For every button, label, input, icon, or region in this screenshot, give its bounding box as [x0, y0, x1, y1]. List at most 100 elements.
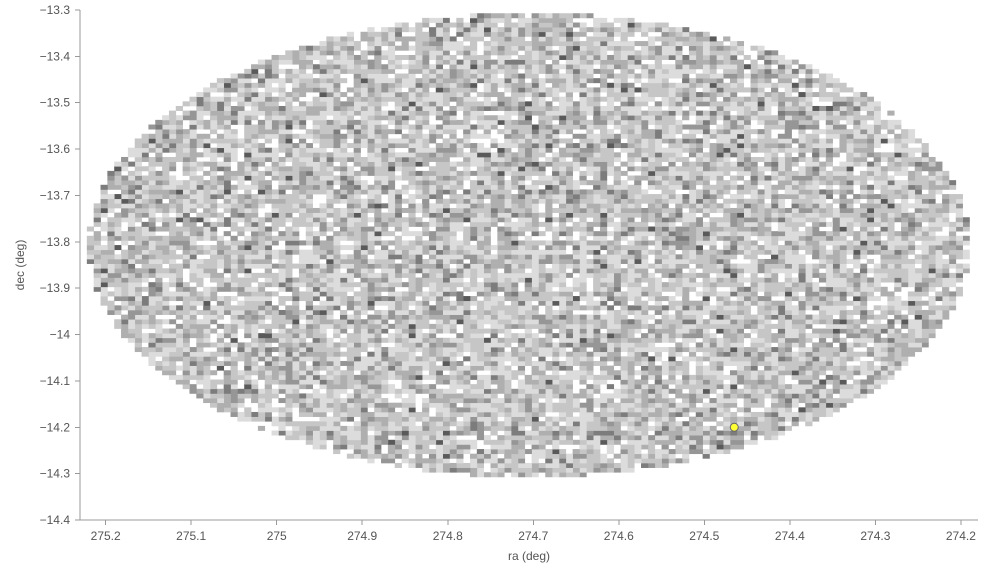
density-cell: [490, 374, 498, 380]
density-cell: [832, 402, 840, 408]
density-cell: [319, 277, 327, 283]
density-cell: [716, 379, 724, 385]
density-cell: [668, 439, 676, 445]
density-cell: [148, 314, 156, 320]
density-cell: [688, 277, 697, 283]
density-cell: [784, 328, 792, 334]
density-cell: [517, 458, 526, 464]
density-cell: [798, 305, 806, 311]
density-cell: [777, 314, 786, 320]
density-cell: [675, 393, 683, 399]
density-cell: [818, 263, 827, 269]
density-cell: [394, 360, 402, 366]
density-cell: [859, 388, 868, 394]
density-cell: [442, 226, 450, 232]
density-cell: [579, 296, 587, 302]
density-cell: [586, 328, 594, 334]
density-cell: [620, 235, 628, 241]
density-cell: [599, 365, 608, 371]
density-cell: [524, 435, 532, 441]
density-cell: [401, 439, 409, 445]
density-cell: [757, 430, 765, 436]
density-cell: [463, 286, 471, 292]
density-cell: [422, 365, 430, 371]
density-cell: [476, 425, 485, 431]
density-cell: [791, 309, 799, 315]
density-cell: [490, 462, 498, 468]
density-cell: [476, 398, 485, 404]
density-cell: [606, 384, 615, 390]
density-cells: [86, 13, 970, 478]
density-cell: [839, 282, 847, 288]
density-cell: [408, 272, 416, 278]
density-cell: [305, 435, 313, 441]
density-cell: [428, 360, 437, 366]
density-cell: [682, 282, 690, 288]
density-cell: [825, 314, 833, 320]
density-cell: [141, 272, 149, 278]
density-cell: [873, 384, 881, 390]
density-cell: [757, 319, 765, 325]
density-cell: [606, 272, 615, 278]
density-cell: [456, 351, 464, 357]
density-cell: [483, 328, 491, 334]
density-cell: [189, 328, 197, 334]
density-cell: [579, 370, 587, 376]
density-cell: [504, 425, 512, 431]
density-cell: [634, 231, 642, 237]
density-cell: [333, 282, 341, 288]
density-cell: [346, 439, 355, 445]
density-cell: [230, 221, 238, 227]
density-cell: [784, 333, 792, 339]
density-cell: [367, 365, 375, 371]
density-cell: [716, 221, 724, 227]
density-cell: [326, 342, 334, 348]
density-cell: [469, 439, 478, 445]
density-cell: [641, 388, 649, 394]
density-cell: [791, 342, 799, 348]
density-cell: [285, 258, 293, 264]
density-cell: [545, 393, 553, 399]
density-cell: [606, 439, 615, 445]
density-cell: [641, 323, 649, 329]
density-cell: [921, 217, 929, 223]
density-cell: [791, 365, 799, 371]
density-cell: [203, 351, 211, 357]
density-cell: [415, 245, 423, 251]
density-cell: [832, 291, 840, 297]
density-cell: [449, 421, 457, 427]
density-cell: [873, 277, 881, 283]
density-cell: [264, 309, 272, 315]
density-cell: [257, 226, 266, 232]
density-cell: [661, 425, 669, 431]
density-cell: [558, 291, 567, 297]
density-cell: [812, 393, 820, 399]
density-cell: [641, 398, 649, 404]
density-cell: [442, 462, 450, 468]
density-cell: [346, 300, 355, 306]
density-cell: [688, 305, 697, 311]
density-cell: [791, 319, 799, 325]
density-cell: [654, 258, 662, 264]
density-cell: [599, 337, 608, 343]
density-cell: [928, 235, 936, 241]
density-cell: [155, 351, 163, 357]
density-cell: [702, 319, 710, 325]
density-cell: [346, 245, 355, 251]
density-cell: [812, 388, 820, 394]
density-cell: [524, 291, 532, 297]
density-cell: [381, 356, 389, 362]
density-cell: [244, 393, 252, 399]
density-cell: [654, 379, 662, 385]
density-cell: [127, 286, 136, 292]
density-cell: [401, 254, 409, 260]
density-cell: [442, 282, 450, 288]
density-cell: [709, 430, 717, 436]
density-cell: [456, 309, 464, 315]
density-cell: [750, 430, 758, 436]
density-cell: [688, 235, 697, 241]
density-cell: [374, 411, 382, 417]
density-cell: [599, 323, 608, 329]
density-cell: [381, 221, 389, 227]
